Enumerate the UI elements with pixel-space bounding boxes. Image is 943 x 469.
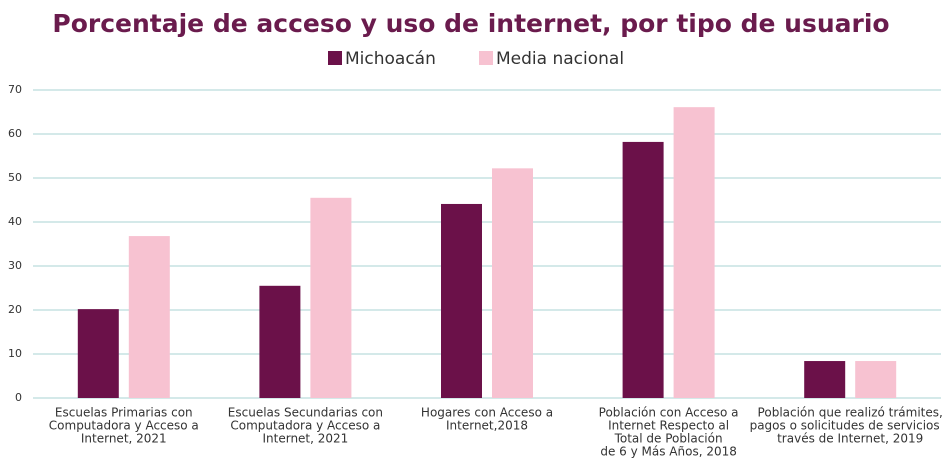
y-tick-label: 30	[8, 259, 22, 272]
x-tick-label: Escuelas Secundarias con	[228, 406, 383, 420]
bar	[855, 361, 897, 398]
bar	[77, 309, 119, 398]
x-tick-label: Población que realizó trámites,	[758, 406, 943, 420]
bar	[492, 168, 533, 398]
x-tick-label: pagos o solicitudes de servicios a	[750, 419, 943, 433]
bar	[128, 236, 170, 398]
y-tick-label: 40	[8, 215, 22, 228]
bar	[622, 141, 664, 399]
bar	[259, 285, 301, 398]
y-tick-label: 60	[8, 127, 22, 140]
bar	[441, 203, 482, 398]
x-tick-label: Internet,2018	[446, 419, 528, 433]
legend-label: Michoacán	[345, 49, 436, 69]
x-tick-label: Internet Respecto al	[608, 419, 729, 433]
x-tick-label: Internet, 2021	[81, 432, 167, 446]
bar	[310, 197, 352, 398]
x-tick-label: Escuelas Primarias con	[55, 406, 193, 420]
x-tick-label: Total de Población	[614, 432, 723, 446]
bar	[804, 361, 846, 398]
x-tick-label: Computadora y Acceso a	[230, 419, 380, 433]
x-tick-label: Población con Acceso a	[599, 406, 739, 420]
x-tick-label: través de Internet, 2019	[777, 432, 923, 446]
y-tick-label: 20	[8, 303, 22, 316]
x-tick-label: de 6 y Más Años, 2018	[600, 445, 737, 459]
legend-swatch	[479, 51, 493, 65]
legend-label: Media nacional	[496, 49, 624, 69]
y-tick-label: 50	[8, 171, 22, 184]
x-tick-label: Internet, 2021	[262, 432, 348, 446]
x-tick-label: Hogares con Acceso a	[421, 406, 553, 420]
x-tick-label: Computadora y Acceso a	[49, 419, 199, 433]
y-tick-label: 70	[8, 83, 22, 96]
legend-swatch	[328, 51, 342, 65]
bar	[673, 107, 715, 398]
y-tick-label: 10	[8, 347, 22, 360]
y-tick-label: 0	[15, 391, 22, 404]
chart-title: Porcentaje de acceso y uso de internet, …	[52, 9, 889, 38]
